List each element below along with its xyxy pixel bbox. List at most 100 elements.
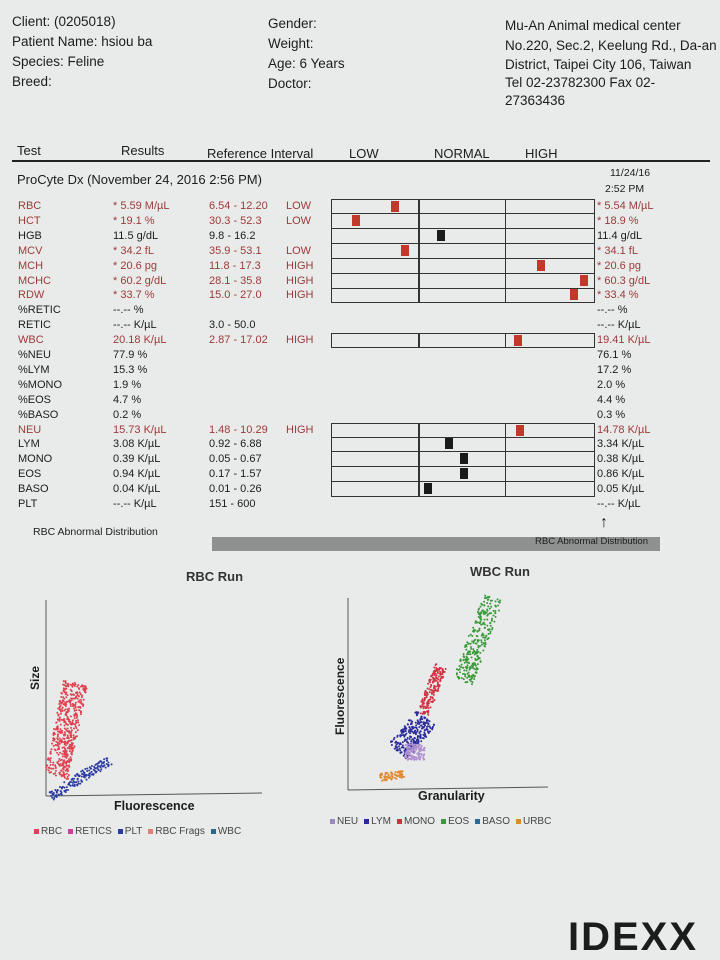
test-name: RETIC xyxy=(18,319,51,332)
result-value: 11.5 g/dL xyxy=(113,229,159,242)
legend-item: RBC Frags xyxy=(148,826,205,837)
range-marker xyxy=(580,274,589,286)
flag: LOW xyxy=(286,244,312,257)
legend-item: EOS xyxy=(441,816,469,827)
reference-interval: 0.01 - 0.26 xyxy=(209,483,262,496)
brand-logo: IDEXX xyxy=(568,915,699,959)
reference-interval: 151 - 600 xyxy=(209,498,256,510)
gender: Gender: xyxy=(268,16,317,31)
legend-swatch xyxy=(68,828,74,834)
patient-name: Patient Name: hsiou ba xyxy=(12,34,153,49)
legend-item: WBC xyxy=(210,826,241,837)
weight: Weight: xyxy=(268,36,314,51)
table-row: MCV * 34.2 fL 35.9 - 53.1 LOW * 34.1 fL xyxy=(0,243,720,259)
legend-label: EOS xyxy=(448,816,470,827)
range-marker xyxy=(570,289,579,301)
breed: Breed: xyxy=(12,74,52,89)
result-value: 15.73 K/µL xyxy=(113,423,167,436)
mono-cluster xyxy=(417,663,447,716)
result-value: 15.3 % xyxy=(113,363,148,376)
species: Species: Feline xyxy=(12,54,105,69)
result-value: --.-- K/µL xyxy=(113,319,157,332)
reference-interval: 9.8 - 16.2 xyxy=(209,229,256,242)
legend-swatch xyxy=(475,818,481,824)
reference-interval: 30.3 - 52.3 xyxy=(209,214,262,227)
test-name: HGB xyxy=(18,229,42,242)
result-value: * 19.1 % xyxy=(113,214,155,227)
wbc-legend: NEU LYM MONO EOS BASO URBC xyxy=(330,816,557,827)
prior-result: * 20.6 pg xyxy=(597,259,642,272)
table-row: PLT --.-- K/µL 151 - 600 --.-- K/µL xyxy=(0,497,720,511)
abnormal-dist-label: RBC Abnormal Distribution xyxy=(33,526,158,538)
legend-swatch xyxy=(364,818,370,824)
run-title: ProCyte Dx (November 24, 2016 2:56 PM) xyxy=(17,172,262,187)
table-row: HCT * 19.1 % 30.3 - 52.3 LOW * 18.9 % xyxy=(0,213,720,229)
client-id: Client: (0205018) xyxy=(12,14,116,29)
legend-label: RBC xyxy=(41,826,63,837)
table-row: HGB 11.5 g/dL 9.8 - 16.2 11.4 g/dL xyxy=(0,228,720,244)
test-name: RBC xyxy=(18,200,42,212)
result-value: --.-- K/µL xyxy=(113,498,157,510)
abnormal-dist-band xyxy=(212,537,660,551)
range-marker xyxy=(424,483,433,495)
legend-item: BASO xyxy=(475,816,510,827)
legend-item: URBC xyxy=(515,816,551,827)
flag: HIGH xyxy=(286,289,314,302)
range-marker xyxy=(444,438,453,450)
rbc-run-plot xyxy=(45,600,263,801)
prior-result: 19.41 K/µL xyxy=(597,334,651,347)
table-row: BASO 0.04 K/µL 0.01 - 0.26 0.05 K/µL xyxy=(0,482,720,498)
result-value: --.-- % xyxy=(113,304,144,317)
col-high: HIGH xyxy=(525,146,558,161)
prior-result: 3.34 K/µL xyxy=(597,438,645,451)
prior-result: --.-- K/µL xyxy=(597,319,641,332)
legend-label: BASO xyxy=(482,816,510,827)
legend-item: RETICS xyxy=(68,826,112,837)
reference-interval: 1.48 - 10.29 xyxy=(209,423,268,436)
table-row: %MONO 1.9 % 2.0 % xyxy=(0,378,720,392)
result-value: 0.94 K/µL xyxy=(113,468,161,481)
eos-cluster xyxy=(455,594,502,686)
prior-result: * 60.3 g/dL xyxy=(597,274,651,287)
test-name: BASO xyxy=(18,483,49,496)
legend-swatch xyxy=(117,828,123,834)
legend-item: MONO xyxy=(396,816,435,827)
prior-time: 2:52 PM xyxy=(605,183,645,195)
wbc-run-plot xyxy=(347,594,549,791)
legend-label: LYM xyxy=(371,816,391,827)
legend-item: LYM xyxy=(364,816,391,827)
reference-interval: 0.17 - 1.57 xyxy=(209,468,262,481)
prior-result: * 34.1 fL xyxy=(597,244,638,257)
test-name: MCV xyxy=(18,244,43,257)
table-row: %NEU 77.9 % 76.1 % xyxy=(0,348,720,362)
range-bar xyxy=(331,213,595,229)
test-name: NEU xyxy=(18,423,42,436)
reference-interval: 35.9 - 53.1 xyxy=(209,244,262,257)
test-name: %EOS xyxy=(18,393,52,406)
range-bar xyxy=(331,288,595,304)
legend-swatch xyxy=(441,818,447,824)
test-name: %MONO xyxy=(18,378,62,391)
wbc-xlabel: Granularity xyxy=(418,789,485,803)
abnormal-dist-label-right: RBC Abnormal Distribution xyxy=(535,536,648,547)
legend-label: RBC Frags xyxy=(155,826,205,837)
legend-label: RETICS xyxy=(75,826,112,837)
reference-interval: 6.54 - 12.20 xyxy=(209,200,268,212)
col-test: Test xyxy=(17,143,41,158)
table-row: RDW * 33.7 % 15.0 - 27.0 HIGH * 33.4 % xyxy=(0,288,720,304)
table-row: MONO 0.39 K/µL 0.05 - 0.67 0.38 K/µL xyxy=(0,452,720,468)
test-name: WBC xyxy=(18,334,44,347)
result-value: 0.39 K/µL xyxy=(113,453,161,466)
table-row: LYM 3.08 K/µL 0.92 - 6.88 3.34 K/µL xyxy=(0,437,720,453)
prior-result: 0.3 % xyxy=(597,408,626,421)
range-bar xyxy=(331,482,595,498)
result-value: * 5.59 M/µL xyxy=(113,200,170,212)
table-row: %EOS 4.7 % 4.4 % xyxy=(0,393,720,407)
range-bar xyxy=(331,333,595,349)
result-value: 4.7 % xyxy=(113,393,142,406)
clinic-fax: 27363436 xyxy=(505,93,566,108)
wbc-run-title: WBC Run xyxy=(470,564,530,579)
urbc-cluster xyxy=(379,770,405,782)
rbc-cluster xyxy=(45,680,88,780)
rbc-run-title: RBC Run xyxy=(186,569,244,584)
